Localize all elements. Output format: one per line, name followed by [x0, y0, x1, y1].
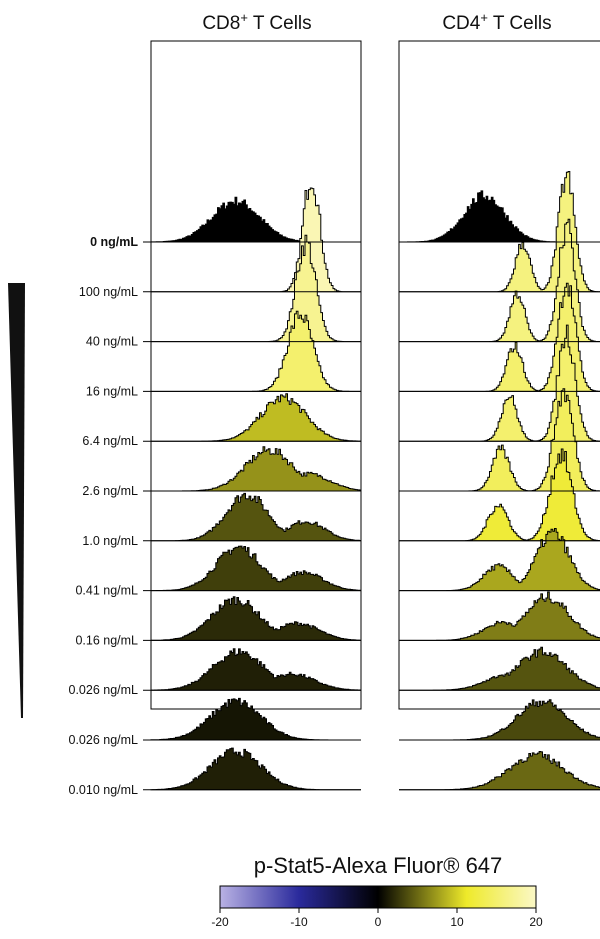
dose-label-10: 0.026 ng/mL: [69, 733, 139, 747]
panel-frame-cd4: [398, 40, 600, 710]
histogram-cd8-10: [150, 697, 361, 741]
histogram-cd8-6: [151, 492, 362, 542]
dose-labels: 0 ng/mL 100 ng/mL 40 ng/mL 16 ng/mL 6.4 ng/m…: [69, 235, 139, 797]
colorbar-ticks: -20 -10 0 10 20: [211, 908, 543, 929]
histogram-cd8-0: [150, 196, 361, 243]
colorbar-tick-label-0: -20: [211, 915, 229, 929]
histogram-cd8-9: [150, 648, 362, 691]
dose-gradient-wedge: [8, 283, 25, 718]
dose-label-7: 0.41 ng/mL: [75, 584, 138, 598]
colorbar-tick-label-1: -10: [290, 915, 308, 929]
dose-label-0: 0 ng/mL: [90, 235, 138, 249]
histogram-cd8-4: [151, 393, 362, 442]
dose-label-1: 100 ng/mL: [79, 285, 138, 299]
histogram-cd8-5: [151, 446, 362, 492]
colorbar-title: p-Stat5-Alexa Fluor® 647: [254, 853, 503, 878]
dose-label-11: 0.010 ng/mL: [69, 783, 139, 797]
histograms-cd8: [150, 187, 362, 791]
colorbar-tick-label-3: 10: [450, 915, 464, 929]
panel-title-cd8: CD8+ T Cells: [202, 10, 311, 34]
histogram-cd8-3: [151, 310, 361, 392]
dose-label-6: 1.0 ng/mL: [82, 534, 138, 548]
dose-label-9: 0.026 ng/mL: [69, 683, 139, 697]
panel-title-cd4: CD4+ T Cells: [442, 10, 551, 34]
dose-label-3: 16 ng/mL: [86, 384, 138, 398]
baselines: [143, 241, 600, 791]
colorbar: [219, 885, 537, 909]
histogram-cd8-11: [150, 747, 361, 791]
histogram-cd8-7: [151, 545, 362, 592]
dose-label-4: 6.4 ng/mL: [82, 434, 138, 448]
histogram-cd4-11: [399, 751, 600, 791]
panel-frame-cd8: [150, 40, 362, 710]
histogram-cd8-8: [150, 596, 362, 641]
histogram-cd4-9: [399, 646, 600, 691]
dose-label-5: 2.6 ng/mL: [82, 484, 138, 498]
colorbar-tick-label-4: 20: [529, 915, 543, 929]
histograms-cd4: [399, 171, 600, 791]
histogram-cd4-10: [399, 699, 600, 741]
colorbar-tick-label-2: 0: [375, 915, 382, 929]
histogram-cd4-8: [399, 591, 600, 641]
dose-label-2: 40 ng/mL: [86, 335, 138, 349]
dose-label-8: 0.16 ng/mL: [75, 633, 138, 647]
